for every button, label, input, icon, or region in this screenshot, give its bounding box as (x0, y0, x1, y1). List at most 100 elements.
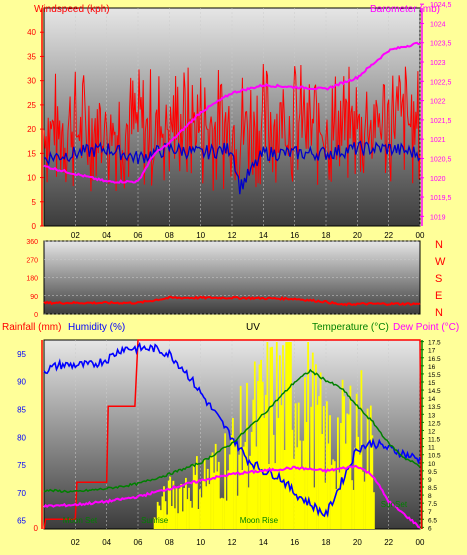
uv-bar (269, 347, 272, 529)
series-rainfall (43, 339, 423, 530)
y2-tick-label: 1021,5 (430, 118, 452, 125)
y-tick-label: 20 (27, 125, 36, 134)
y-tick-label: 35 (27, 52, 36, 61)
uv-bar (282, 345, 284, 529)
rainfall-axis-label: Rainfall (mm) (2, 322, 61, 333)
y2-tick-label: 1022 (430, 99, 446, 106)
uv-bar (330, 464, 333, 529)
uv-bar (324, 482, 327, 529)
uv-bar (286, 342, 289, 529)
uv-bar (178, 488, 181, 529)
x-tick-label: 08 (165, 538, 174, 547)
uv-bar (280, 405, 283, 529)
humidity-tick-label: 85 (17, 405, 26, 414)
uv-bar (181, 511, 184, 529)
uv-bar (161, 496, 164, 529)
temp-tick-label: 14 (428, 396, 436, 403)
series-barometer (43, 41, 421, 184)
series-windspeed (43, 63, 421, 192)
uv-bar (205, 486, 208, 529)
uv-bar (362, 471, 364, 529)
uv-bar (174, 508, 176, 529)
uv-bar (308, 468, 311, 529)
direction-tick-label: 0 (34, 312, 38, 319)
temperature-axis-label: Temperature (°C) (312, 322, 389, 333)
uv-bar (337, 417, 339, 529)
y-tick-label: 10 (27, 174, 36, 183)
uv-bar (327, 443, 330, 529)
uv-bar (252, 399, 255, 529)
y-tick-label: 5 (32, 198, 37, 207)
uv-bar (169, 476, 172, 529)
uv-bar (180, 484, 183, 529)
uv-bar (297, 402, 300, 529)
uv-bar (189, 501, 192, 529)
temp-tick-label: 14.5 (428, 388, 441, 395)
uv-bar (366, 408, 369, 529)
uv-bar (271, 346, 273, 529)
x-tick-label: 06 (134, 538, 143, 547)
x-tick-label: 16 (290, 231, 299, 240)
uv-bar (333, 461, 336, 529)
uv-bar (164, 501, 167, 529)
series-wind-direction (43, 295, 421, 307)
wind-axis-label: Windspeed (kph) (34, 4, 110, 15)
uv-bar (294, 403, 297, 529)
uv-bar (315, 364, 317, 529)
uv-bar (368, 471, 371, 529)
compass-label: E (435, 290, 442, 302)
uv-bar (159, 510, 162, 529)
temp-tick-label: 11 (428, 445, 435, 452)
uv-bar (255, 446, 258, 529)
uv-bar (341, 379, 344, 529)
uv-bar (291, 429, 294, 529)
uv-bar (216, 471, 219, 529)
uv-bar (338, 472, 341, 529)
uv-bar (186, 499, 189, 529)
uv-bar (243, 446, 245, 529)
x-tick-label: 04 (102, 538, 111, 547)
compass-label: N (435, 239, 443, 251)
uv-bar (322, 406, 325, 529)
humidity-tick-label: 90 (17, 378, 26, 387)
uv-bar (213, 472, 215, 529)
y-tick-label: 25 (27, 101, 36, 110)
uv-bar (227, 470, 230, 529)
uv-bar (290, 342, 292, 529)
series-temperature (43, 368, 421, 494)
uv-bar (235, 441, 237, 529)
uv-bar (307, 342, 309, 529)
x-tick-label: 12 (228, 231, 237, 240)
uv-bar (241, 470, 244, 529)
uv-bar (318, 396, 320, 529)
temp-tick-label: 16.5 (428, 356, 441, 363)
uv-bar (244, 441, 247, 529)
temp-tick-label: 10 (428, 461, 436, 468)
uv-bar (222, 498, 225, 529)
uv-bar (304, 377, 306, 529)
x-tick-label: 22 (384, 231, 393, 240)
x-tick-label: 10 (196, 538, 205, 547)
uv-bar (239, 385, 242, 529)
uv-bar (358, 454, 361, 529)
uv-bar (351, 480, 353, 529)
uv-bar (246, 382, 248, 529)
x-tick-label: 00 (416, 231, 425, 240)
uv-bar (185, 477, 187, 529)
x-tick-label: 14 (259, 538, 268, 547)
uv-axis-label: UV (246, 322, 260, 333)
uv-bar (288, 342, 291, 529)
x-tick-label: 18 (322, 231, 331, 240)
series-dewpoint (43, 464, 421, 529)
temp-tick-label: 7 (428, 509, 432, 516)
uv-bar (346, 413, 349, 529)
temp-tick-label: 11.5 (428, 437, 441, 444)
uv-bar (219, 498, 222, 529)
y-tick-label: 40 (27, 28, 36, 37)
x-tick-label: 08 (165, 231, 174, 240)
compass-label: S (435, 273, 442, 285)
temp-tick-label: 8.5 (428, 485, 437, 492)
temp-tick-label: 16 (428, 364, 436, 371)
uv-bar (200, 497, 203, 529)
temp-tick-label: 6 (428, 525, 432, 532)
